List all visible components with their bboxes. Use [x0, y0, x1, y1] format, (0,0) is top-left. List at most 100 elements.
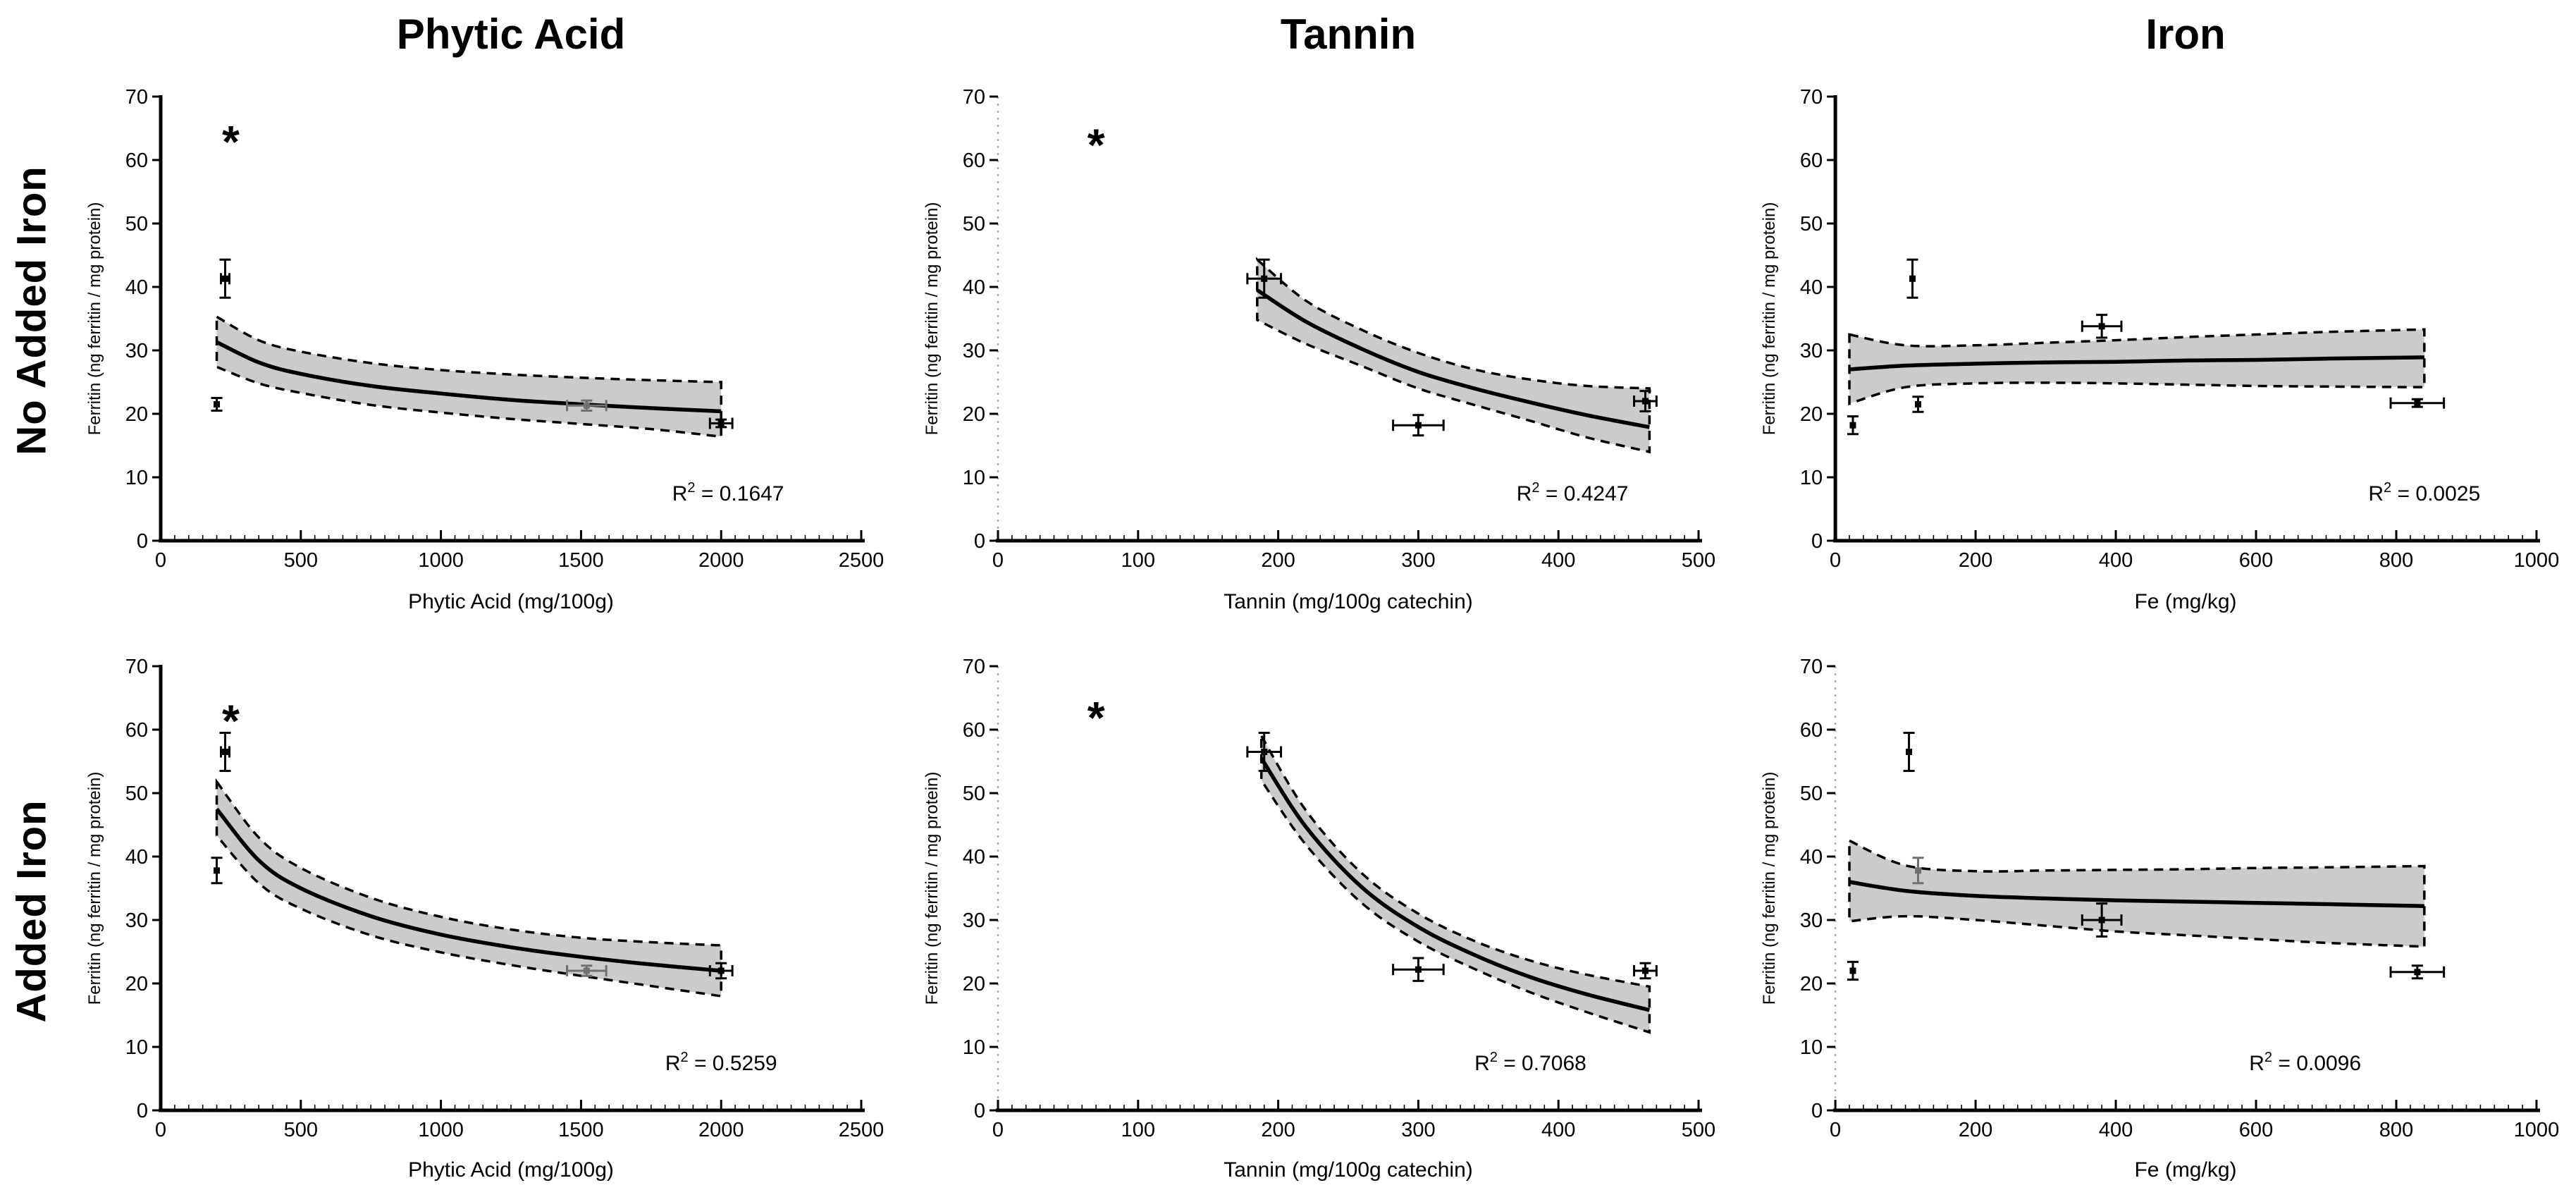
data-points: [211, 732, 734, 980]
confidence-band: [1261, 736, 1650, 1033]
data-point: [211, 397, 223, 412]
x-axis-tick-label: 600: [2239, 1119, 2273, 1141]
data-point: [1912, 857, 1924, 885]
data-points: [1246, 258, 1658, 437]
x-axis: 0 500 1000 1500 2000 2500: [155, 530, 884, 572]
data-point-marker: [2098, 323, 2105, 330]
y-axis-tick-label: 10: [1800, 1036, 1823, 1059]
regression-line: [1849, 880, 2424, 908]
panel-added-iron-tannin: 0 100 200 300 400 500 0 10 20 30 40 50 60 70 Ferritin …: [901, 620, 1738, 1202]
x-axis-tick-label: 600: [2239, 549, 2273, 572]
y-axis-tick-label: 10: [125, 467, 148, 489]
y-axis-tick-label: 70: [125, 86, 148, 109]
y-axis-label: Ferritin (ng ferritin / mg protein): [85, 772, 104, 1005]
data-point-marker: [1261, 275, 1268, 282]
y-axis-tick-label: 40: [125, 846, 148, 869]
chart-canvas-no-added-iron-iron: 0 200 400 600 800 1000 0 10 20 30 40 50 60 70 Ferritin…: [1760, 86, 2559, 572]
significance-asterisk: *: [1087, 692, 1105, 743]
y-axis-tick-label: 60: [963, 149, 985, 172]
confidence-band: [1257, 259, 1650, 452]
data-point: [219, 258, 231, 299]
x-axis-tick-label: 1000: [2514, 549, 2560, 572]
confidence-band-outline: [1848, 838, 2426, 948]
y-axis-tick-label: 20: [963, 973, 985, 995]
data-point: [1633, 962, 1658, 980]
y-axis-tick-label: 20: [125, 403, 148, 426]
y-axis-label: Ferritin (ng ferritin / mg protein): [1760, 772, 1779, 1005]
data-point: [566, 964, 608, 977]
data-point-marker: [717, 967, 725, 974]
chart-canvas-added-iron-tannin: 0 100 200 300 400 500 0 10 20 30 40 50 60 70 Ferritin …: [923, 656, 1715, 1141]
y-axis-tick-label: 60: [1800, 719, 1823, 742]
x-axis-tick-label: 500: [1682, 549, 1715, 572]
data-point: [2389, 964, 2446, 980]
data-point-marker: [214, 867, 221, 874]
confidence-band-outline: [1256, 257, 1651, 454]
x-axis-tick-label: 1500: [558, 1119, 604, 1141]
r-squared-label: R2 = 0.5259: [665, 1050, 777, 1075]
column-title-iron: Iron: [2145, 11, 2226, 58]
r-squared-label: R2 = 0.4247: [1517, 480, 1629, 505]
x-axis-tick-label: 0: [155, 1119, 166, 1141]
data-point: [211, 857, 223, 885]
data-point-marker: [1261, 749, 1268, 755]
x-axis-tick-label: 500: [284, 549, 318, 572]
y-axis-tick-label: 0: [974, 1100, 985, 1122]
regression-line: [1259, 757, 1651, 1012]
data-point: [1903, 732, 1915, 772]
data-point: [708, 962, 734, 980]
significance-asterisk: *: [1087, 120, 1105, 171]
row-gutter-bottom: Added Iron: [0, 620, 63, 1202]
confidence-band-outline: [215, 778, 722, 998]
x-axis-tick-label: 2500: [839, 549, 885, 572]
x-axis-tick-label: 400: [1541, 549, 1575, 572]
confidence-band: [216, 781, 722, 996]
confidence-band-outline: [215, 314, 722, 439]
data-point-marker: [221, 275, 228, 282]
x-axis-label-tannin: Tannin (mg/100g catechin): [1224, 590, 1473, 613]
x-axis-tick-label: 200: [1959, 549, 1992, 572]
r-squared-label: R2 = 0.0025: [2368, 480, 2480, 505]
x-axis-tick-label: 400: [2099, 549, 2133, 572]
y-axis-tick-label: 10: [963, 1036, 985, 1059]
y-axis-tick-label: 30: [1800, 340, 1823, 362]
x-axis-tick-label: 500: [1682, 1119, 1715, 1141]
y-axis-tick-label: 10: [1800, 467, 1823, 489]
y-axis-tick-label: 70: [963, 86, 985, 109]
data-point-marker: [214, 401, 221, 407]
y-axis-tick-label: 60: [1800, 149, 1823, 172]
data-points: [211, 258, 734, 429]
x-axis-minor-ticks: [1011, 535, 1685, 539]
y-axis-tick-label: 70: [1800, 86, 1823, 109]
significance-asterisk: *: [222, 116, 240, 167]
x-axis: 0 200 400 600 800 1000: [1830, 1100, 2559, 1141]
x-axis-tick-label: 300: [1401, 1119, 1435, 1141]
x-axis-label-phytic-acid: Phytic Acid (mg/100g): [408, 590, 614, 613]
y-axis-tick-label: 0: [1811, 530, 1823, 553]
x-axis-tick-label: 800: [2379, 1119, 2413, 1141]
y-axis-tick-label: 40: [1800, 276, 1823, 299]
x-axis-tick-label: 200: [1261, 1119, 1295, 1141]
x-axis-label-phytic-acid-bottom: Phytic Acid (mg/100g): [408, 1158, 614, 1182]
x-axis: 0 200 400 600 800 1000: [1830, 530, 2559, 572]
row-label-no-added-iron: No Added Iron: [8, 165, 55, 455]
data-point-marker: [1849, 422, 1856, 429]
data-points: [1847, 258, 2446, 436]
x-axis-tick-label: 2000: [698, 1119, 744, 1141]
x-axis-tick-label: 0: [992, 1119, 1004, 1141]
data-point-marker: [221, 749, 228, 755]
data-point-marker: [583, 967, 590, 974]
y-axis-label: Ferritin (ng ferritin / mg protein): [923, 772, 942, 1005]
y-axis-tick-label: 40: [125, 276, 148, 299]
x-axis: 0 500 1000 1500 2000 2500: [155, 1100, 884, 1141]
x-axis-tick-label: 100: [1121, 549, 1155, 572]
data-point-marker: [1415, 422, 1422, 429]
y-axis-tick-label: 60: [125, 719, 148, 742]
x-axis-minor-ticks: [1849, 535, 2523, 539]
data-points: [1246, 732, 1658, 982]
data-point-marker: [717, 420, 725, 427]
row-gutter-top: No Added Iron: [0, 0, 63, 620]
x-axis-tick-label: 400: [1541, 1119, 1575, 1141]
y-axis-tick-label: 0: [974, 530, 985, 553]
